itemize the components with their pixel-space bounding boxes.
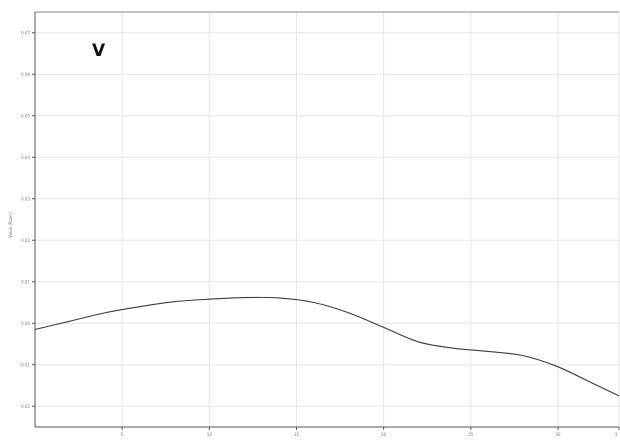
y-tick-label-3: 0.04 [21, 155, 30, 160]
chart-title: V [92, 41, 106, 61]
x-tick-label-1: 10 [207, 432, 213, 437]
y-tick-label-5: 0.02 [21, 238, 30, 243]
y-tick-label-4: 0.03 [21, 196, 30, 201]
x-tick-label-3: 20 [381, 432, 387, 437]
axes: 5 10 15 20 25 30 3 0.07 0.06 0.05 0.04 0.03 0.02 0.01… [20, 11, 620, 437]
y-tick-label-2: 0.05 [21, 113, 30, 118]
labels: V Value (Rows) [8, 41, 106, 238]
y-axis-label: Value (Rows) [8, 212, 13, 238]
y-tick-label-6: 0.01 [21, 279, 30, 284]
y-tick-label-9: -0.02 [20, 404, 31, 409]
x-tick-label-4: 25 [468, 432, 474, 437]
y-tick-label-1: 0.06 [21, 72, 30, 77]
x-tick-label-0: 5 [121, 432, 124, 437]
x-tick-label-5: 30 [555, 432, 561, 437]
y-tick-label-0: 0.07 [21, 30, 30, 35]
x-tick-label-6: 3 [615, 432, 618, 437]
x-tick-label-2: 15 [294, 432, 300, 437]
y-tick-label-7: 0.00 [21, 321, 30, 326]
series-line-0 [34, 296, 620, 397]
grid [35, 12, 620, 427]
series-layer [34, 296, 620, 397]
y-tick-label-8: -0.01 [20, 362, 31, 367]
